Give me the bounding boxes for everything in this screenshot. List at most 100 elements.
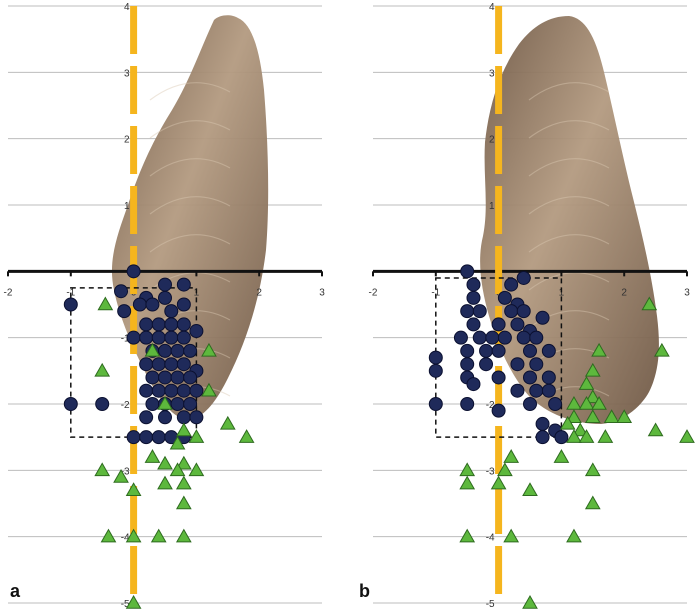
chart-a-circle-point bbox=[189, 383, 204, 398]
chart-b-specimen-fiber bbox=[528, 234, 610, 253]
chart-a-triangle-point bbox=[94, 462, 111, 477]
chart-a-circle-point bbox=[117, 304, 132, 319]
chart-a-triangle-point bbox=[97, 296, 114, 311]
chart-b-circle-point bbox=[535, 310, 550, 325]
chart-a-circle-point bbox=[126, 330, 141, 345]
chart-b-x-tick-label: 3 bbox=[684, 287, 690, 298]
chart-b-circle-point bbox=[497, 330, 512, 345]
chart-a-triangle-point bbox=[125, 528, 142, 543]
chart-b-circle-point bbox=[428, 350, 443, 365]
chart-a-specimen-fiber bbox=[149, 158, 231, 177]
chart-a-circle-point bbox=[63, 297, 78, 312]
chart-b-triangle-point bbox=[578, 395, 595, 410]
chart-a-specimen-fiber bbox=[149, 386, 231, 405]
chart-b-circle-point bbox=[510, 383, 525, 398]
chart-a-circle-point bbox=[114, 284, 129, 299]
chart-a-triangle-point bbox=[125, 482, 142, 496]
chart-b-circle-point bbox=[491, 370, 506, 385]
chart-a-circle-point bbox=[170, 370, 185, 385]
chart-b-circle-point bbox=[453, 330, 468, 345]
chart-a-circle-point bbox=[139, 330, 154, 345]
chart-b-triangle-point bbox=[584, 409, 601, 424]
chart-a-specimen-fiber bbox=[149, 234, 231, 253]
chart-b-circle-point bbox=[548, 397, 563, 411]
chart-a-circle-point bbox=[176, 410, 191, 425]
chart-a-y-tick-label: 2 bbox=[124, 135, 130, 146]
chart-a-circle-point bbox=[139, 317, 154, 332]
chart-a-circle-point bbox=[176, 317, 191, 332]
chart-a-circle-point bbox=[164, 383, 179, 398]
chart-b-y-tick-label: 1 bbox=[489, 201, 495, 212]
chart-b-circle-point bbox=[485, 330, 500, 345]
chart-a-circle-point bbox=[151, 330, 166, 345]
chart-b-triangle-point bbox=[647, 422, 664, 437]
chart-b-specimen-fiber bbox=[528, 386, 610, 405]
chart-b-x-tick-label: -1 bbox=[431, 287, 440, 298]
scatter-chart-a: -2-101234321-1-2-3-4-5 bbox=[4, 2, 326, 610]
chart-a-triangle-point bbox=[175, 475, 192, 490]
chart-b-circle-point bbox=[541, 370, 556, 385]
chart-a-circle-point bbox=[151, 383, 166, 398]
chart-b-circle-point bbox=[541, 383, 556, 398]
chart-a-triangle-point bbox=[113, 468, 129, 483]
chart-a-circle-point bbox=[164, 317, 179, 332]
chart-a-circle-point bbox=[189, 410, 204, 425]
chart-b-circle-point bbox=[491, 317, 506, 332]
chart-b-specimen-shape bbox=[480, 16, 659, 424]
chart-a-x-tick-label: 2 bbox=[256, 287, 262, 298]
chart-a-triangle-point bbox=[157, 395, 173, 410]
chart-b-circle-point bbox=[428, 397, 443, 411]
chart-b-triangle-point bbox=[597, 429, 614, 443]
chart-b-triangle-point bbox=[578, 429, 595, 443]
chart-b-circle-point bbox=[466, 290, 481, 305]
chart-a-circle-point bbox=[176, 383, 191, 398]
chart-a-y-tick-label: -5 bbox=[121, 599, 130, 610]
chart-a-specimen-fiber bbox=[149, 196, 231, 215]
chart-a-circle-point bbox=[145, 370, 160, 385]
chart-b-circle-point bbox=[510, 357, 525, 372]
chart-b-circle-point bbox=[516, 330, 531, 345]
chart-b-y-tick-label: 3 bbox=[489, 68, 495, 79]
chart-b-triangle-point bbox=[503, 528, 520, 543]
chart-b-circle-point bbox=[516, 304, 531, 319]
chart-a-circle-point bbox=[158, 343, 172, 358]
chart-a-triangle-point bbox=[144, 342, 161, 357]
chart-a-triangle-point bbox=[157, 475, 173, 490]
chart-b-triangle-point bbox=[566, 395, 582, 410]
chart-a-triangle-point bbox=[169, 462, 186, 477]
chart-a-circle-point bbox=[95, 397, 110, 411]
chart-b-triangle-point bbox=[591, 342, 607, 357]
chart-a-triangle-point bbox=[125, 594, 142, 609]
chart-b-circle-point bbox=[554, 430, 569, 445]
chart-b-triangle-point bbox=[566, 409, 582, 424]
chart-b-triangle-point bbox=[679, 429, 695, 443]
chart-b-triangle-point bbox=[497, 462, 513, 477]
chart-b-triangle-point bbox=[584, 462, 601, 477]
chart-b-triangle-point bbox=[572, 422, 589, 437]
chart-a-circle-point bbox=[126, 264, 141, 279]
chart-b-triangle-point bbox=[459, 462, 476, 477]
chart-a-specimen-fiber bbox=[149, 272, 231, 291]
chart-a-y-tick-label: -3 bbox=[121, 466, 130, 477]
chart-b-circle-point bbox=[460, 264, 475, 279]
chart-b-y-tick-label: -5 bbox=[486, 599, 495, 610]
chart-a-circle-point bbox=[189, 324, 204, 339]
chart-b-circle-point bbox=[535, 430, 550, 445]
chart-a-triangle-point bbox=[238, 429, 255, 443]
chart-a-specimen-shape bbox=[111, 15, 269, 420]
chart-b-circle-point bbox=[523, 370, 537, 385]
chart-a-circle-point bbox=[151, 357, 166, 372]
chart-b-circle-point bbox=[466, 277, 481, 292]
chart-a-x-tick-label: -2 bbox=[4, 287, 13, 298]
chart-b-circle-point bbox=[529, 330, 544, 345]
chart-a-circle-point bbox=[139, 383, 154, 398]
chart-b-y-tick-label: -2 bbox=[486, 400, 495, 411]
chart-a-circle-point bbox=[63, 397, 78, 411]
chart-a-y-tick-label: 1 bbox=[124, 201, 130, 212]
scatter-chart-b: -2-101234321-1-2-3-4-5 bbox=[369, 2, 695, 610]
chart-b-triangle-point bbox=[459, 475, 476, 490]
chart-a-triangle-point bbox=[201, 342, 217, 357]
chart-b-specimen-fiber bbox=[528, 310, 610, 329]
chart-b-specimen-fiber bbox=[528, 196, 610, 215]
chart-b-circle-point bbox=[460, 357, 475, 372]
